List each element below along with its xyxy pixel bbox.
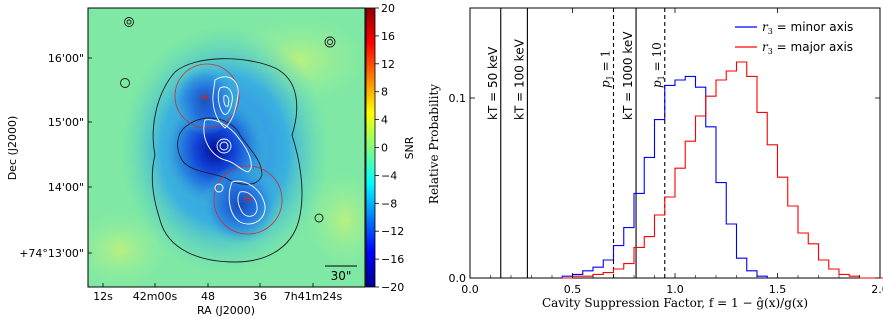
histogram-series-major: [562, 61, 883, 279]
scalebar-label: 30": [331, 269, 352, 283]
hist-x-label: Cavity Suppression Factor, f = 1 − ĝ(x)/…: [542, 296, 808, 310]
legend-minor-label: r3 = minor axis: [762, 20, 853, 36]
colorbar-tick-label: 4: [381, 114, 388, 127]
legend: r3 = minor axis r3 = major axis: [735, 20, 853, 56]
colorbar-tick-label: −4: [381, 169, 397, 182]
colorbar-tick-label: −12: [381, 225, 404, 238]
colorbar-tick-label: −8: [381, 197, 397, 210]
map-x-label: RA (J2000): [197, 304, 255, 317]
map-y-tick: 16'00": [48, 52, 84, 65]
map-y-tick: +74°13'00": [19, 247, 84, 260]
hist-x-tick-label: 0.0: [461, 283, 479, 296]
map-x-tick: 48: [201, 290, 215, 303]
map-y-tick: 15'00": [48, 116, 84, 129]
map-y-tick: 14'00": [48, 181, 84, 194]
colorbar-label: SNR: [403, 136, 416, 159]
hist-x-tick-label: 1.0: [666, 283, 684, 296]
hist-x-tick-label: 2.0: [871, 283, 883, 296]
histogram-panel: kT = 50 keV kT = 100 keV p1 = 1 kT = 1000 k…: [427, 7, 883, 310]
map-x-tick: 36: [253, 290, 267, 303]
colorbar-tick-label: −20: [381, 281, 404, 294]
map-x-tick: 12s: [93, 290, 113, 303]
reference-line-label: kT = 1000 keV: [621, 31, 635, 120]
colorbar-tick-label: −16: [381, 253, 404, 266]
colorbar-tick-label: 12: [381, 58, 395, 71]
colorbar: 20 16 12 8 4 0 −4 −8 −12 −16 −20 SNR: [365, 2, 416, 294]
colorbar-tick-label: 8: [381, 86, 388, 99]
colorbar-tick-label: 16: [381, 30, 395, 43]
legend-major-label: r3 = major axis: [762, 40, 853, 56]
reference-line-label: kT = 50 keV: [486, 46, 500, 120]
map-x-tick: 7h41m24s: [284, 290, 343, 303]
histogram-series-minor: [561, 75, 768, 278]
hist-x-tick-label: 0.5: [564, 283, 582, 296]
reference-line-label: p1 = 1: [599, 50, 615, 88]
hist-y-tick-label: 0.0: [449, 272, 467, 285]
map-x-tick: 42m00s: [133, 290, 178, 303]
hist-x-tick-label: 1.5: [769, 283, 787, 296]
hist-y-label: Relative Probability: [427, 84, 441, 204]
colorbar-tick-label: 0: [381, 142, 388, 155]
reference-line-label: kT = 100 keV: [512, 38, 526, 120]
reference-line-label: p1 = 10: [650, 42, 666, 88]
snr-map: 30" 12s 42m00s 48 36 7h41m24s 16'00" 15'…: [6, 7, 366, 317]
hist-y-tick-label: 0.1: [449, 92, 467, 105]
colorbar-tick-label: 20: [381, 2, 395, 15]
map-y-label: Dec (J2000): [6, 116, 19, 181]
